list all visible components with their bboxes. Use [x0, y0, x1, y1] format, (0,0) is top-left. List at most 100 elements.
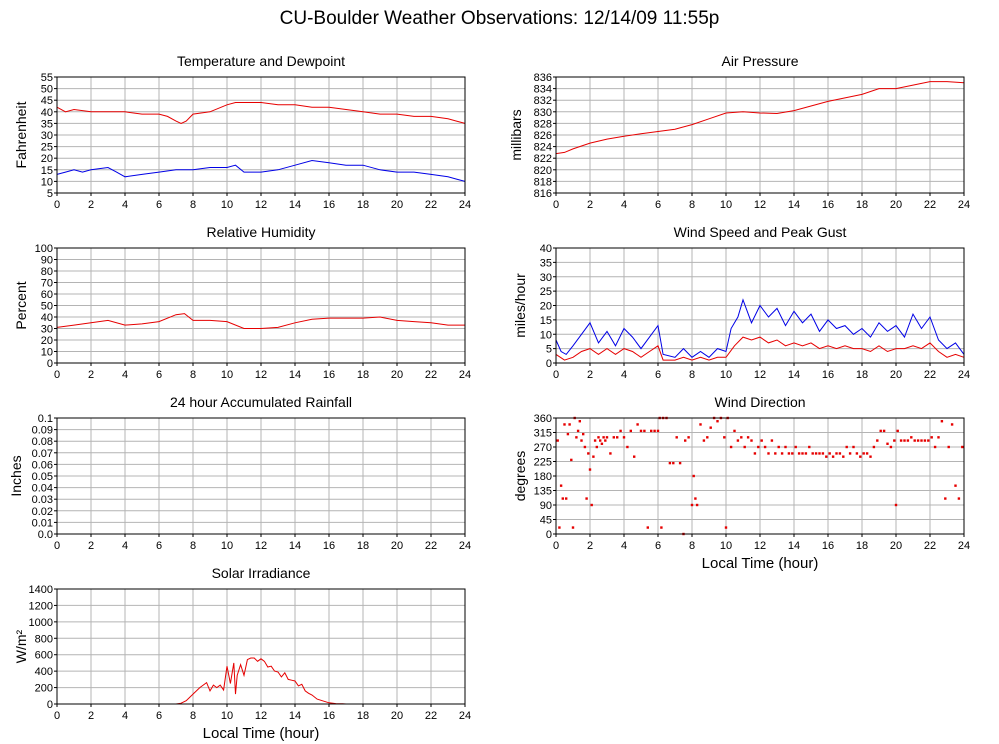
y-tick-label: 30 [540, 272, 552, 284]
data-point [879, 429, 882, 433]
x-tick-label: 6 [156, 540, 162, 552]
x-tick-label: 20 [890, 540, 902, 552]
data-point [692, 474, 695, 478]
series-line-2 [555, 336, 965, 361]
data-point [852, 445, 855, 449]
y-tick-label: 225 [534, 457, 552, 469]
data-point [746, 436, 750, 439]
chart-wind: 0 2 4 6 8 10 12 14 16 18 20 22 240510152025303540Win… [512, 224, 970, 381]
data-point [709, 426, 712, 429]
y-tick-label: 0.09 [32, 425, 53, 437]
y-tick-label: 0.04 [32, 483, 53, 495]
y-tick-label: 5 [47, 188, 53, 200]
data-point [559, 484, 563, 487]
x-tick-label: 12 [255, 199, 267, 211]
data-point [605, 436, 609, 439]
data-point [913, 439, 916, 442]
data-point [609, 452, 612, 455]
y-tick-label: 40 [41, 107, 53, 119]
x-tick-label: 8 [190, 369, 196, 381]
data-point [600, 442, 604, 445]
y-tick-label: 60 [41, 289, 53, 301]
x-tick-label: 12 [255, 540, 267, 552]
x-tick-label: 8 [190, 710, 196, 722]
data-point [626, 445, 629, 449]
data-point [828, 452, 831, 455]
data-point [568, 423, 571, 426]
data-point [570, 458, 573, 462]
data-point [612, 436, 615, 439]
y-tick-label: 0.02 [32, 506, 53, 518]
x-tick-label: 10 [221, 540, 233, 552]
y-tick-label: 836 [534, 72, 552, 84]
y-tick-label: 35 [41, 118, 53, 130]
data-point [876, 439, 879, 442]
y-tick-label: 35 [540, 257, 552, 269]
x-tick-label: 24 [459, 540, 471, 552]
chart-title: Wind Direction [714, 394, 805, 410]
data-point [927, 439, 930, 442]
y-tick-label: 10 [41, 347, 53, 359]
data-point [767, 452, 770, 455]
x-tick-label: 22 [425, 540, 437, 552]
data-point [672, 461, 675, 465]
x-tick-label: 18 [856, 369, 868, 381]
data-point [646, 526, 649, 529]
x-tick-label: 18 [357, 540, 369, 552]
data-point [684, 439, 687, 442]
y-tick-label: 400 [35, 666, 53, 678]
data-point [814, 452, 818, 455]
data-point [582, 432, 585, 436]
data-point [916, 439, 920, 442]
x-tick-label: 16 [323, 199, 335, 211]
y-tick-label: 816 [534, 188, 552, 200]
data-point [903, 439, 906, 442]
data-point [694, 497, 697, 500]
y-tick-label: 40 [41, 312, 53, 324]
y-tick-label: 20 [41, 153, 53, 165]
data-point [593, 439, 597, 442]
data-point [650, 429, 653, 433]
data-point [954, 484, 957, 487]
y-axis-label: degrees [512, 451, 528, 502]
x-tick-label: 20 [890, 369, 902, 381]
x-tick-label: 12 [754, 540, 766, 552]
data-point [937, 436, 940, 439]
x-tick-label: 12 [754, 369, 766, 381]
data-point [585, 497, 588, 500]
data-point [862, 452, 865, 455]
x-tick-label: 22 [924, 369, 936, 381]
data-point [801, 452, 804, 455]
y-tick-label: 820 [534, 165, 552, 177]
chart-solar: 0 2 4 6 8 10 12 14 16 18 20 22 240200400600800100012… [13, 565, 471, 742]
data-point [838, 452, 842, 455]
y-tick-label: 600 [35, 650, 53, 662]
data-point [702, 439, 706, 442]
chart-winddir: 0 2 4 6 8 10 12 14 16 18 20 22 240459013518022527031… [512, 394, 970, 572]
data-point [629, 429, 632, 433]
data-point [930, 436, 933, 439]
x-tick-label: 24 [958, 540, 970, 552]
x-tick-label: 14 [788, 199, 800, 211]
x-tick-label: 6 [156, 199, 162, 211]
x-tick-label: 4 [621, 540, 627, 552]
y-tick-label: 0.03 [32, 494, 53, 506]
data-point [633, 455, 636, 458]
data-point [602, 436, 605, 439]
x-tick-label: 12 [754, 199, 766, 211]
data-point [660, 526, 663, 529]
y-tick-label: 45 [41, 95, 53, 107]
data-point [724, 526, 728, 529]
data-point [882, 429, 886, 433]
x-tick-label: 22 [425, 710, 437, 722]
data-point [784, 445, 787, 449]
data-point [668, 461, 672, 465]
data-point [636, 423, 639, 426]
x-tick-label: 18 [856, 540, 868, 552]
y-tick-label: 834 [534, 84, 552, 96]
data-point [599, 439, 602, 442]
data-point [808, 445, 811, 449]
x-tick-label: 14 [788, 540, 800, 552]
y-axis-label: millibars [508, 109, 524, 160]
y-tick-label: 1400 [29, 584, 53, 596]
